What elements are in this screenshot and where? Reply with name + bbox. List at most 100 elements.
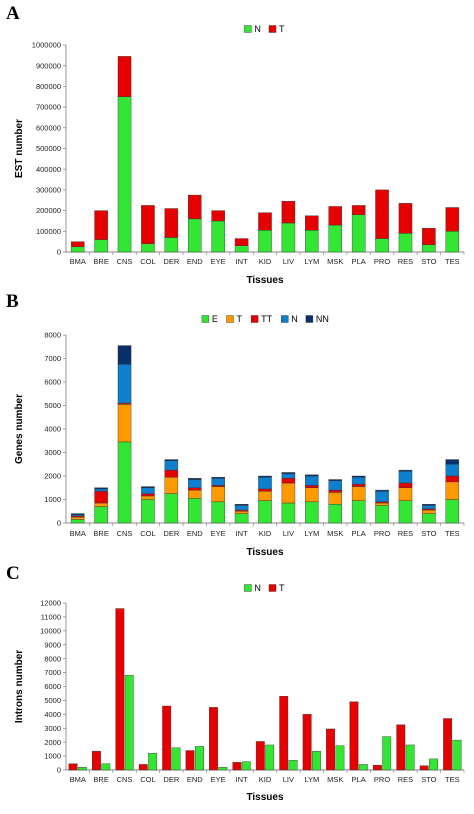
pc-bar-end-n [195, 746, 204, 771]
pc-bar-kid-n [265, 744, 275, 771]
chart-panel-c: 0 1000 2000 3000 4000 5000 6000 7000 8000 9000 100… [14, 583, 465, 803]
pb-bar-cns-nn [117, 345, 132, 365]
pa-category-label: END [187, 257, 203, 266]
pc-y-axis-title: Introns number [14, 650, 25, 723]
pb-legend-label-n: N [291, 314, 298, 324]
pc-category-label: PRO [374, 775, 390, 784]
pc-bar-cns-n [124, 675, 134, 771]
pb-bar-end-t [188, 489, 202, 499]
pb-bar-tes-e [445, 499, 460, 524]
pb-bar-bma-t [70, 516, 85, 520]
pc-bar-eye-n [218, 767, 228, 771]
pb-bar-liv-tt [281, 478, 296, 484]
pa-category-label: PRO [374, 257, 390, 266]
pa-bar-int-n [234, 245, 249, 253]
pa-bar-cns-t [117, 56, 132, 97]
pb-bar-sto-t [422, 509, 436, 514]
pb-bar-der-nn [164, 459, 179, 461]
pb-bar-pla-n [351, 476, 366, 485]
pb-bar-int-n [234, 505, 249, 511]
pb-bar-tes-tt [445, 475, 460, 483]
pb-category-label: DER [163, 529, 179, 538]
pb-bar-sto-e [422, 513, 436, 524]
pc-ytick-label: 3000 [44, 724, 61, 733]
pb-ytick-label: 1000 [44, 495, 61, 504]
pc-category-label: PLA [352, 775, 366, 784]
pa-ytick-label: 300000 [36, 186, 61, 195]
pb-bar-eye-n [211, 478, 225, 486]
pa-category-label: CNS [117, 257, 133, 266]
panel-label-b: B [6, 291, 19, 312]
pb-bar-lym-tt [305, 485, 319, 488]
pb-bar-res-nn [398, 469, 413, 472]
pb-bar-pla-tt [351, 484, 366, 487]
pc-category-label: MSK [327, 775, 343, 784]
pb-bar-msk-nn [328, 479, 342, 481]
pb-category-label: CNS [117, 529, 133, 538]
pa-bar-msk-t [328, 206, 342, 226]
pb-legend-label-tt: TT [261, 314, 272, 324]
pa-bar-msk-n [328, 224, 342, 253]
pb-bar-pla-nn [351, 475, 366, 478]
pc-ytick-label: 8000 [44, 654, 61, 663]
pa-bar-pla-n [351, 214, 366, 253]
pa-category-label: LYM [304, 257, 319, 266]
pa-y-axis-title: EST number [14, 119, 25, 178]
pb-category-label: COL [140, 529, 155, 538]
pa-category-label: TES [445, 257, 460, 266]
pb-category-label: LYM [304, 529, 319, 538]
pb-bar-tes-nn [445, 459, 460, 465]
pb-bar-eye-e [211, 501, 225, 524]
pb-bar-liv-t [281, 482, 296, 504]
pa-bar-res-t [398, 203, 413, 234]
pb-legend-label-e: E [212, 314, 218, 324]
pb-legend-swatch-n [281, 315, 289, 323]
pb-category-label: MSK [327, 529, 343, 538]
pa-category-label: BMA [70, 257, 86, 266]
pb-bar-msk-tt [328, 489, 342, 493]
pc-x-axis-title: Tissues [246, 792, 283, 803]
pa-ytick-label: 800000 [36, 82, 61, 91]
pa-bar-der-n [164, 237, 179, 253]
pa-category-label: PLA [352, 257, 366, 266]
pc-category-label: INT [236, 775, 249, 784]
pc-bar-cns-t [115, 608, 125, 771]
pc-ytick-label: 7000 [44, 668, 61, 677]
pc-bar-bma-n [77, 767, 87, 771]
pa-bar-bma-t [70, 241, 85, 248]
pb-ytick-label: 6000 [44, 378, 61, 387]
pb-category-label: PRO [374, 529, 390, 538]
pc-legend-swatch-n [244, 584, 252, 592]
chart-panel-b: 0 1000 2000 3000 4000 5000 6000 7000 8000 BMA BRE C… [14, 314, 465, 558]
pb-category-label: PLA [352, 529, 366, 538]
pb-bar-bre-t [94, 502, 108, 507]
pb-category-label: KID [259, 529, 272, 538]
pc-category-label: DER [163, 775, 179, 784]
pb-bar-int-t [234, 511, 249, 514]
pa-bar-lym-t [305, 215, 319, 231]
pc-category-label: CNS [117, 775, 133, 784]
pc-ytick-label: 2000 [44, 738, 61, 747]
pc-bar-sto-n [429, 758, 438, 771]
pb-bar-pla-e [351, 500, 366, 524]
pa-bar-tes-t [445, 207, 460, 232]
pb-bar-end-nn [188, 478, 202, 480]
pc-bar-int-t [232, 762, 242, 771]
pb-bar-kid-t [258, 491, 272, 501]
pb-bar-der-t [164, 476, 179, 494]
pb-bar-tes-t [445, 481, 460, 500]
pc-ytick-label: 6000 [44, 682, 61, 691]
pb-ytick-label: 8000 [44, 331, 61, 340]
pa-bar-pla-t [351, 205, 366, 215]
pa-ytick-label: 1000000 [32, 41, 61, 50]
pb-bar-pro-n [375, 491, 389, 503]
pa-bar-bre-t [94, 210, 108, 240]
pa-category-label: COL [140, 257, 155, 266]
pb-bar-liv-e [281, 502, 296, 524]
pc-bar-lym-n [312, 751, 321, 771]
pb-category-label: BRE [93, 529, 108, 538]
pa-bar-end-t [188, 194, 202, 220]
pb-bar-msk-t [328, 492, 342, 505]
pa-bar-eye-n [211, 220, 225, 253]
pa-legend-label-t: T [279, 24, 285, 34]
